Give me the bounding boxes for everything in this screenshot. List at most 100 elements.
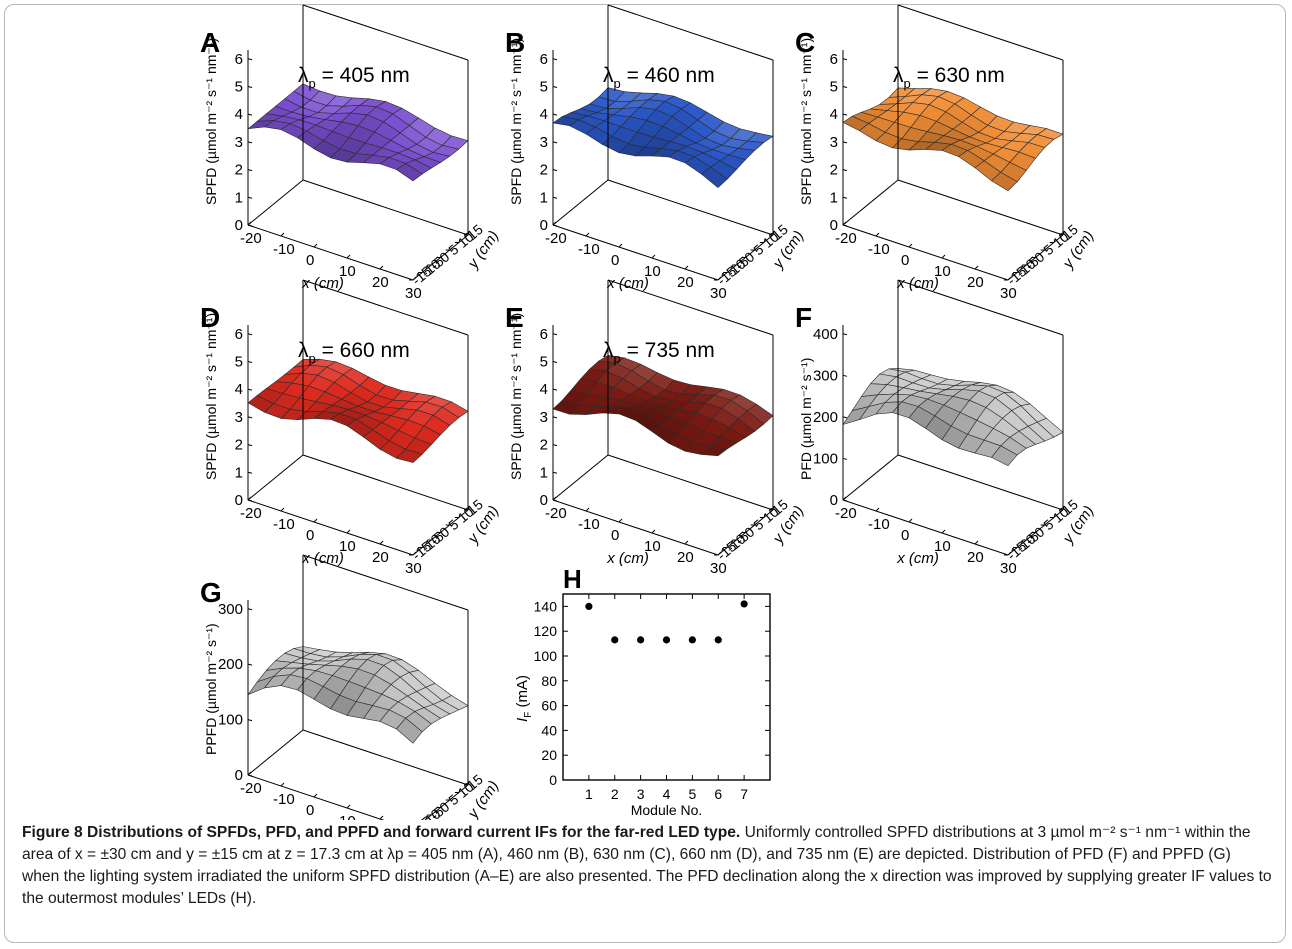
- axis-box-edge: [247, 224, 414, 281]
- data-point: [585, 602, 593, 611]
- x-tick-label: -20: [240, 505, 262, 522]
- z-axis-label: SPFD (µmol m⁻² s⁻¹ nm⁻¹): [203, 38, 219, 205]
- surface-cell: [991, 171, 1018, 192]
- panel-h: H 0 20 40 60 80 100 120 140 1 2 3 4 5 6 7 Module No. IF (…: [514, 564, 771, 818]
- x-tick-label: 0: [901, 252, 909, 269]
- x-tick: [941, 529, 946, 534]
- surface-cell: [395, 448, 423, 463]
- x-tick-label: 5: [688, 786, 696, 802]
- x-tick-label: 30: [405, 285, 422, 302]
- y-tick-label: 60: [541, 698, 557, 714]
- axis-box-edge: [247, 454, 304, 501]
- x-tick: [247, 771, 252, 776]
- x-tick: [346, 804, 351, 809]
- axis-box-edge: [842, 454, 899, 501]
- surface-cell: [700, 445, 728, 457]
- z-tick: [842, 374, 848, 377]
- z-tick: [842, 416, 848, 419]
- axis-box-edge: [607, 179, 774, 236]
- surface-mesh: [247, 358, 469, 463]
- z-tick: [552, 471, 558, 474]
- z-tick: [247, 444, 253, 447]
- x-tick-label: 20: [967, 549, 984, 566]
- x-tick-label: 0: [306, 802, 314, 819]
- z-tick: [247, 196, 253, 199]
- axis-box-edge: [552, 179, 609, 226]
- x-axis-label: x (cm): [301, 275, 344, 292]
- panel-letter: B: [505, 27, 525, 58]
- x-tick-label: 10: [339, 813, 356, 820]
- z-axis-label: SPFD (µmol m⁻² s⁻¹ nm⁻¹): [508, 313, 524, 480]
- x-tick-label: 20: [677, 549, 694, 566]
- x-tick-label: 30: [405, 560, 422, 577]
- x-tick-label: 2: [611, 786, 619, 802]
- axis-box-edge: [302, 179, 469, 236]
- x-tick: [552, 221, 557, 226]
- x-axis-label: x (cm): [606, 550, 649, 567]
- x-tick-label: 10: [339, 263, 356, 280]
- x-tick: [974, 265, 979, 270]
- z-tick: [552, 169, 558, 172]
- x-tick: [875, 507, 880, 512]
- z-tick-label: 5: [830, 78, 838, 95]
- z-tick: [247, 719, 253, 722]
- z-tick-label: 0: [235, 767, 243, 784]
- x-tick-label: -20: [240, 230, 262, 247]
- x-tick-label: 3: [637, 786, 645, 802]
- data-point: [662, 636, 671, 644]
- axis-box-edge: [247, 499, 414, 556]
- y-tick-label: 140: [534, 598, 558, 614]
- z-tick: [552, 333, 558, 336]
- caption-title: Figure 8 Distributions of SPFDs, PFD, an…: [22, 824, 741, 841]
- z-tick-label: 6: [540, 51, 548, 68]
- x-tick-label: 6: [714, 786, 722, 802]
- x-tick-label: -10: [578, 241, 600, 258]
- z-tick: [247, 85, 253, 88]
- surface-cell: [991, 445, 1018, 467]
- axis-box-edge: [897, 454, 1064, 511]
- x-tick-label: 10: [934, 538, 951, 555]
- x-tick: [379, 815, 384, 820]
- x-tick-label: 10: [339, 538, 356, 555]
- z-tick-label: 400: [813, 326, 838, 343]
- axis-box-edge: [552, 499, 719, 556]
- z-tick-label: 1: [235, 464, 243, 481]
- y-tick-label: 120: [534, 623, 558, 639]
- z-tick: [247, 663, 253, 666]
- x-tick-label: 1: [585, 786, 593, 802]
- z-tick: [247, 388, 253, 391]
- x-tick: [280, 232, 285, 237]
- z-tick: [247, 333, 253, 336]
- z-tick-label: 2: [235, 437, 243, 454]
- z-tick-label: 4: [540, 106, 548, 123]
- x-tick: [974, 540, 979, 545]
- x-tick-label: 10: [644, 538, 661, 555]
- axis-box-edge: [247, 774, 385, 820]
- x-tick-label: 20: [372, 549, 389, 566]
- x-tick: [280, 782, 285, 787]
- x-tick: [412, 551, 417, 556]
- caption-body: Uniformly controlled SPFD distributions …: [22, 824, 1272, 907]
- z-tick-label: 1: [830, 189, 838, 206]
- z-tick: [842, 499, 848, 502]
- z-tick-label: 5: [235, 78, 243, 95]
- data-point: [714, 636, 722, 644]
- x-tick-label: -10: [273, 516, 295, 533]
- z-tick-label: 6: [830, 51, 838, 68]
- z-tick-label: 6: [235, 326, 243, 343]
- axis-box-edge: [302, 454, 469, 511]
- x-tick-label: 30: [710, 285, 727, 302]
- z-tick-label: 1: [540, 464, 548, 481]
- x-tick: [1007, 551, 1012, 556]
- z-tick-label: 100: [813, 450, 838, 467]
- x-tick-label: 0: [306, 527, 314, 544]
- z-tick-label: 3: [540, 134, 548, 151]
- z-tick: [842, 113, 848, 116]
- z-tick-label: 0: [540, 217, 548, 234]
- x-tick: [280, 507, 285, 512]
